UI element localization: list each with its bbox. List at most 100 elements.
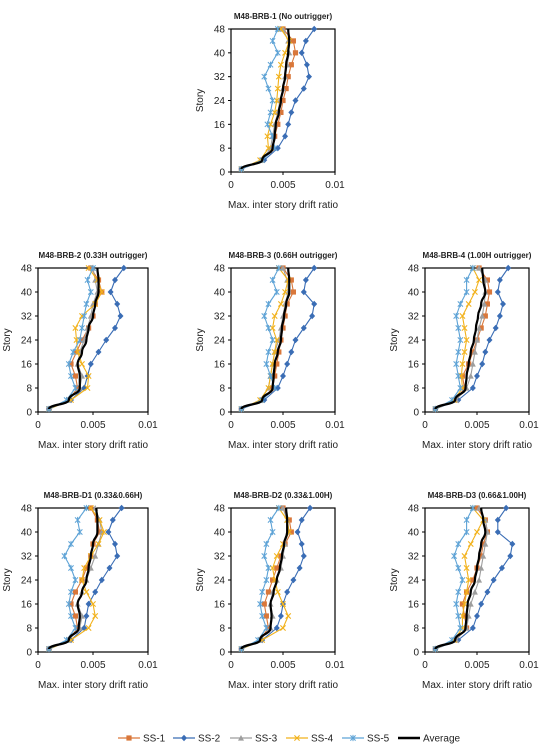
data-point [283, 85, 289, 92]
x-tick-label: 0 [422, 660, 428, 671]
y-tick-label: 40 [21, 288, 33, 299]
y-axis-label: Story [2, 328, 13, 351]
legend-item-ss-2: SS-2 [173, 734, 221, 745]
data-point [292, 97, 299, 104]
data-point [290, 38, 296, 44]
x-tick-label: 0.005 [270, 660, 295, 671]
data-point [261, 552, 268, 560]
data-point [461, 553, 468, 559]
data-point [455, 324, 462, 332]
data-point [274, 361, 280, 367]
legend-label: SS-5 [367, 734, 390, 745]
data-point [288, 529, 294, 535]
y-tick-label: 8 [413, 384, 419, 395]
y-tick-label: 8 [413, 624, 419, 635]
data-point [72, 373, 78, 379]
data-point [269, 37, 276, 45]
y-axis-label: Story [389, 328, 400, 351]
data-point [474, 372, 480, 380]
data-point [83, 589, 90, 595]
series-ss-2 [432, 264, 512, 413]
data-point [467, 373, 474, 379]
data-point [117, 312, 124, 320]
x-tick-label: 0 [35, 420, 41, 431]
data-point [280, 601, 286, 607]
data-point [68, 601, 74, 607]
data-point [303, 61, 310, 68]
data-point [474, 612, 480, 620]
data-point [469, 624, 476, 632]
data-point [461, 601, 468, 607]
data-point [300, 324, 307, 332]
data-point [114, 552, 121, 560]
data-point [68, 540, 74, 548]
data-point [274, 565, 280, 571]
data-point [278, 109, 284, 116]
data-point [285, 613, 292, 619]
data-point [267, 372, 274, 380]
legend-item-average: Average [398, 734, 461, 745]
x-tick-label: 0 [228, 660, 234, 671]
y-tick-label: 32 [21, 552, 33, 563]
y-tick-label: 40 [408, 528, 420, 539]
data-point [84, 385, 91, 391]
y-tick-label: 16 [214, 600, 226, 611]
x-tick-label: 0.005 [464, 420, 489, 431]
data-point [459, 361, 466, 367]
data-point [265, 348, 272, 356]
y-tick-label: 32 [214, 72, 226, 83]
legend-item-ss-3: SS-3 [230, 734, 278, 745]
x-tick-label: 0.005 [464, 660, 489, 671]
data-point [290, 289, 296, 295]
series-average [434, 267, 487, 410]
data-point [457, 384, 464, 392]
data-point [120, 264, 127, 272]
y-tick-label: 16 [214, 120, 226, 131]
data-point [474, 505, 480, 511]
x-tick-label: 0.01 [138, 660, 158, 671]
data-point [484, 588, 491, 596]
data-point [263, 576, 270, 584]
data-point [465, 301, 472, 307]
data-point [257, 600, 264, 608]
y-axis-label: Story [389, 568, 400, 591]
data-point [265, 625, 272, 631]
data-point [259, 588, 266, 596]
data-point [72, 589, 78, 595]
data-point [471, 289, 478, 295]
series-average [434, 507, 487, 650]
data-point [296, 564, 303, 572]
x-tick-label: 0 [228, 420, 234, 431]
panel-m48-brb-1-no-outrigger: M48-BRB-1 (No outrigger) 0 8 16 24 32 40 48 0 0.0… [195, 12, 345, 211]
data-point [275, 121, 281, 127]
data-point [311, 25, 318, 33]
data-point [263, 360, 270, 368]
data-point [467, 541, 474, 547]
data-point [265, 564, 272, 572]
data-point [286, 517, 292, 523]
y-tick-label: 8 [26, 624, 32, 635]
data-point [76, 528, 83, 536]
data-point [461, 349, 468, 355]
data-point [494, 288, 501, 296]
y-tick-label: 48 [21, 504, 33, 515]
x-tick-label: 0 [422, 420, 428, 431]
data-point [463, 288, 470, 296]
data-point [478, 325, 484, 331]
data-point [72, 613, 78, 619]
legend-label: SS-2 [198, 734, 221, 745]
data-point [85, 600, 92, 608]
legend-marker [238, 735, 244, 741]
legend-label: Average [423, 734, 461, 745]
y-axis-label: Story [195, 328, 206, 351]
data-point [471, 349, 478, 355]
plot-frame [37, 267, 149, 413]
legend-marker [350, 734, 356, 742]
data-point [83, 565, 89, 571]
data-point [273, 288, 280, 296]
data-point [85, 625, 92, 631]
data-point [309, 312, 316, 320]
data-point [74, 516, 81, 524]
series-average [240, 267, 291, 410]
data-point [87, 505, 94, 511]
